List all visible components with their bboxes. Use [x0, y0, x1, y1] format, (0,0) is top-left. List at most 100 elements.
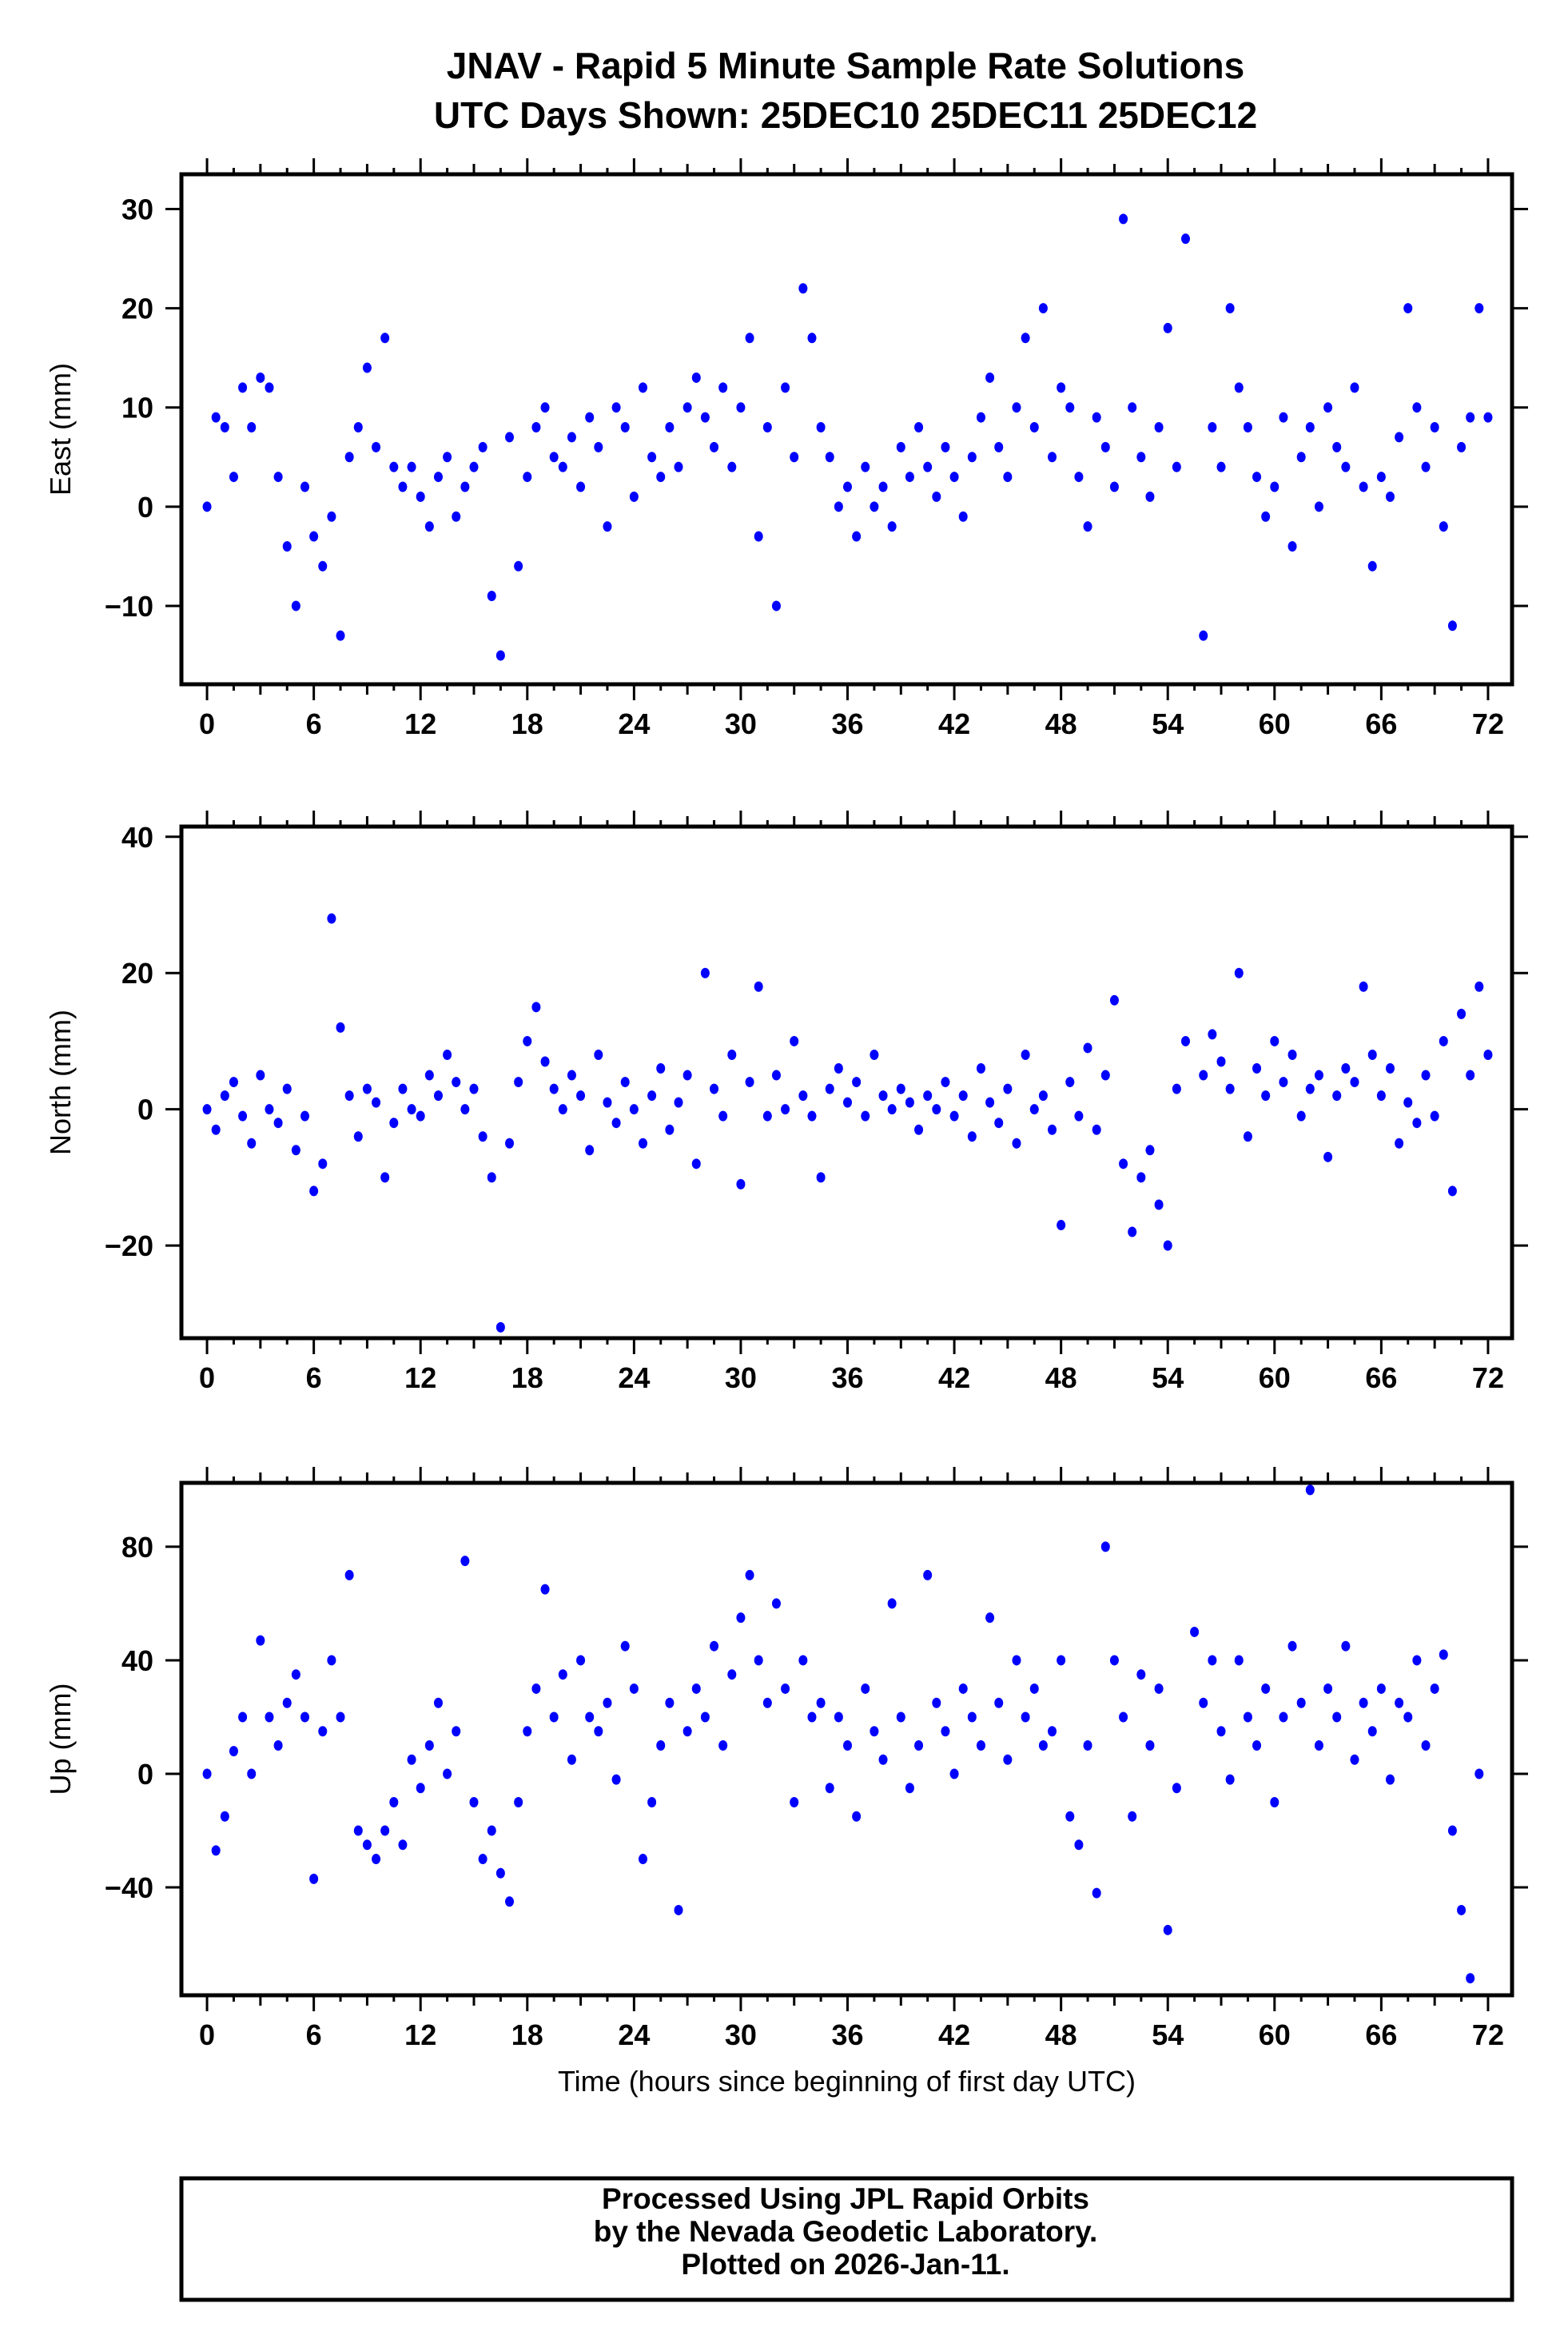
data-point: [1012, 402, 1021, 413]
data-point: [1483, 1049, 1493, 1060]
data-point: [718, 1110, 728, 1122]
data-point: [1128, 402, 1137, 413]
data-point: [1279, 412, 1288, 423]
data-point: [1457, 1904, 1467, 1915]
data-point: [202, 501, 212, 512]
data-point: [1012, 1655, 1021, 1666]
data-point: [1279, 1711, 1288, 1723]
data-point: [1083, 1739, 1092, 1751]
data-point: [291, 600, 300, 612]
data-point: [256, 1635, 265, 1646]
plot-frame: [179, 172, 1514, 687]
data-point: [362, 1083, 372, 1094]
data-point: [407, 461, 416, 472]
data-point: [282, 1697, 292, 1708]
data-point: [949, 472, 959, 483]
data-point: [265, 1711, 274, 1723]
data-point: [380, 1172, 390, 1183]
footer-box: [179, 2176, 1514, 2302]
data-point: [1412, 402, 1422, 413]
data-point: [576, 481, 586, 492]
data-point: [1439, 1649, 1448, 1660]
data-point: [247, 1768, 257, 1779]
data-point: [718, 382, 728, 393]
data-point: [1296, 1697, 1306, 1708]
data-point: [238, 1110, 248, 1122]
data-point: [1172, 1083, 1181, 1094]
data-point: [487, 591, 496, 602]
data-point: [558, 1104, 567, 1115]
data-point: [896, 1083, 905, 1094]
data-point: [1252, 1739, 1262, 1751]
data-point: [958, 1683, 968, 1694]
data-point: [1430, 1683, 1439, 1694]
data-point: [1216, 461, 1226, 472]
data-point: [1279, 1077, 1288, 1088]
data-point: [558, 461, 567, 472]
x-tick-label: 24: [618, 1361, 650, 1394]
data-point: [683, 1070, 692, 1081]
data-point: [1261, 1683, 1271, 1694]
data-point: [1065, 1077, 1075, 1088]
data-point: [1474, 1768, 1484, 1779]
data-point: [1048, 452, 1057, 463]
data-point: [1305, 1484, 1315, 1496]
data-point: [967, 1711, 977, 1723]
data-point: [638, 1138, 647, 1149]
data-point: [1003, 1754, 1013, 1765]
data-point: [710, 441, 719, 452]
data-point: [745, 333, 754, 344]
data-point: [1208, 1029, 1217, 1040]
data-point: [265, 382, 274, 393]
data-point: [1029, 1683, 1039, 1694]
data-point: [460, 1556, 470, 1567]
data-point: [941, 441, 950, 452]
data-point: [1270, 1797, 1279, 1808]
x-tick-label: 54: [1152, 2018, 1184, 2051]
x-tick-label: 0: [199, 2018, 215, 2051]
data-point: [443, 1768, 452, 1779]
data-point: [949, 1768, 959, 1779]
chart-subtitle: UTC Days Shown: 25DEC10 25DEC11 25DEC12: [434, 94, 1257, 136]
data-point: [300, 1711, 310, 1723]
data-point: [976, 1739, 985, 1751]
data-point: [1074, 1839, 1084, 1851]
data-point: [1466, 1070, 1475, 1081]
data-point: [309, 531, 319, 542]
data-point: [372, 1097, 381, 1108]
data-point: [1270, 1035, 1279, 1046]
data-point: [1038, 1090, 1048, 1102]
data-point: [247, 422, 257, 433]
data-point: [469, 1083, 479, 1094]
data-point: [923, 1090, 933, 1102]
data-point: [620, 1077, 630, 1088]
data-point: [229, 1746, 238, 1757]
data-point: [469, 461, 479, 472]
data-point: [389, 461, 399, 472]
data-point: [336, 630, 345, 641]
data-point: [460, 1104, 470, 1115]
data-point: [380, 1825, 390, 1836]
data-point: [834, 501, 843, 512]
data-point: [495, 1321, 505, 1333]
data-point: [594, 1049, 603, 1060]
data-point: [887, 1598, 897, 1609]
data-point: [870, 1049, 879, 1060]
data-point: [540, 1056, 550, 1067]
data-point: [452, 511, 461, 522]
data-point: [985, 372, 995, 383]
data-point: [1234, 382, 1244, 393]
data-point: [994, 1697, 1004, 1708]
data-point: [932, 491, 941, 502]
x-tick-label: 72: [1472, 707, 1504, 740]
data-point: [424, 521, 434, 532]
y-tick-label: 10: [121, 392, 153, 424]
x-tick-label: 12: [404, 707, 436, 740]
data-point: [843, 481, 853, 492]
data-point: [1100, 1541, 1110, 1552]
data-point: [807, 1711, 817, 1723]
data-point: [790, 1797, 799, 1808]
data-point: [754, 531, 763, 542]
data-point: [1252, 1063, 1262, 1074]
